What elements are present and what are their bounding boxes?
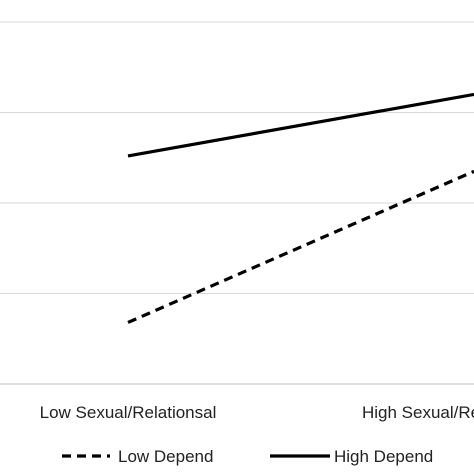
legend-label-low-depend: Low Depend — [118, 447, 213, 466]
series-line-low-depend — [127, 169, 474, 324]
legend: Low Depend High Depend — [62, 447, 433, 466]
x-tick-label-high: High Sexual/Relational — [362, 403, 474, 422]
legend-label-high-depend: High Depend — [334, 447, 433, 466]
x-tick-labels: Low Sexual/Relationsal High Sexual/Relat… — [40, 403, 474, 422]
gridlines — [0, 21, 474, 294]
series-line-high-depend — [127, 92, 474, 158]
series-layer — [127, 92, 474, 324]
x-tick-label-low: Low Sexual/Relationsal — [40, 403, 217, 422]
